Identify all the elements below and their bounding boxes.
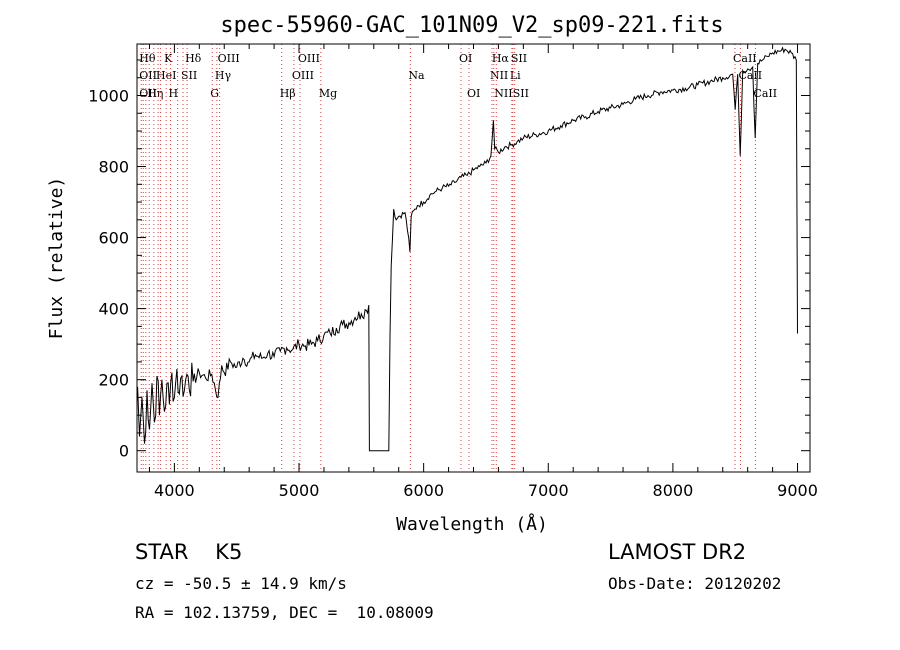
y-tick-labels: 0 200 400 600 800 1000 (88, 87, 129, 461)
x-tick-label: 7000 (528, 481, 569, 500)
spectral-line-label: Hβ (280, 87, 296, 100)
y-tick-label: 0 (119, 442, 129, 461)
y-tick-label: 1000 (88, 87, 129, 106)
object-type-label: STAR K5 (135, 540, 243, 564)
y-tick-label: 800 (98, 158, 129, 177)
spectral-line-label: Na (408, 69, 425, 82)
y-tick-label: 200 (98, 371, 129, 390)
spectrum-chart: spec-55960-GAC_101N09_V2_sp09-221.fits H… (46, 13, 818, 535)
x-tick-label: 5000 (279, 481, 320, 500)
emission-line-markers: HθOIIOIIHηHeIKHSIIHδGHγOIIIHβOIIIOIIIMgN… (139, 44, 777, 472)
spectral-line-label: CaII (733, 52, 757, 65)
y-tick-label: 600 (98, 229, 129, 248)
x-axis-label: Wavelength (Å) (396, 513, 548, 535)
spectral-line-label: OI (467, 87, 480, 100)
spectral-line-label: NII (494, 87, 512, 100)
spectral-line-label: OI (459, 52, 472, 65)
coordinates-readout: RA = 102.13759, DEC = 10.08009 (135, 603, 434, 622)
spectral-line-label: Hη (147, 87, 163, 100)
spectral-line-label: K (164, 52, 173, 65)
spectral-line-label: Mg (319, 87, 337, 100)
y-tick-label: 400 (98, 300, 129, 319)
spectral-line-label: Li (510, 69, 521, 82)
spectral-line-label: Hγ (215, 69, 232, 82)
spectral-line-label: Hθ (139, 52, 156, 65)
plot-frame (136, 43, 811, 473)
x-tick-label: 9000 (777, 481, 818, 500)
spectral-line-label: OIII (218, 52, 240, 65)
spectral-line-label: G (210, 87, 219, 100)
spectral-line-label: OIII (292, 69, 314, 82)
observation-date: Obs-Date: 20120202 (608, 574, 782, 593)
spectral-line-label: Hα (492, 52, 510, 65)
spectral-line-label: OIII (298, 52, 320, 65)
redshift-readout: cz = -50.5 ± 14.9 km/s (135, 574, 347, 593)
spectral-line-label: SII (511, 52, 527, 65)
chart-title: spec-55960-GAC_101N09_V2_sp09-221.fits (220, 13, 723, 38)
survey-label: LAMOST DR2 (608, 540, 747, 564)
spectral-line-label: Hδ (185, 52, 202, 65)
spectral-line-label: HeI (156, 69, 176, 82)
flux-series-line (137, 46, 798, 452)
axis-ticks (137, 44, 810, 472)
spectral-line-label: CaII (753, 87, 777, 100)
spectral-line-label: SII (513, 87, 529, 100)
spectral-line-label: NII (490, 69, 508, 82)
y-axis-label: Flux (relative) (46, 177, 67, 340)
x-tick-label: 4000 (154, 481, 195, 500)
spectral-line-label: SII (181, 69, 197, 82)
x-tick-label: 6000 (403, 481, 444, 500)
x-tick-label: 8000 (653, 481, 694, 500)
x-tick-labels: 4000 5000 6000 7000 8000 9000 (154, 481, 818, 500)
spectral-line-label: H (169, 87, 179, 100)
